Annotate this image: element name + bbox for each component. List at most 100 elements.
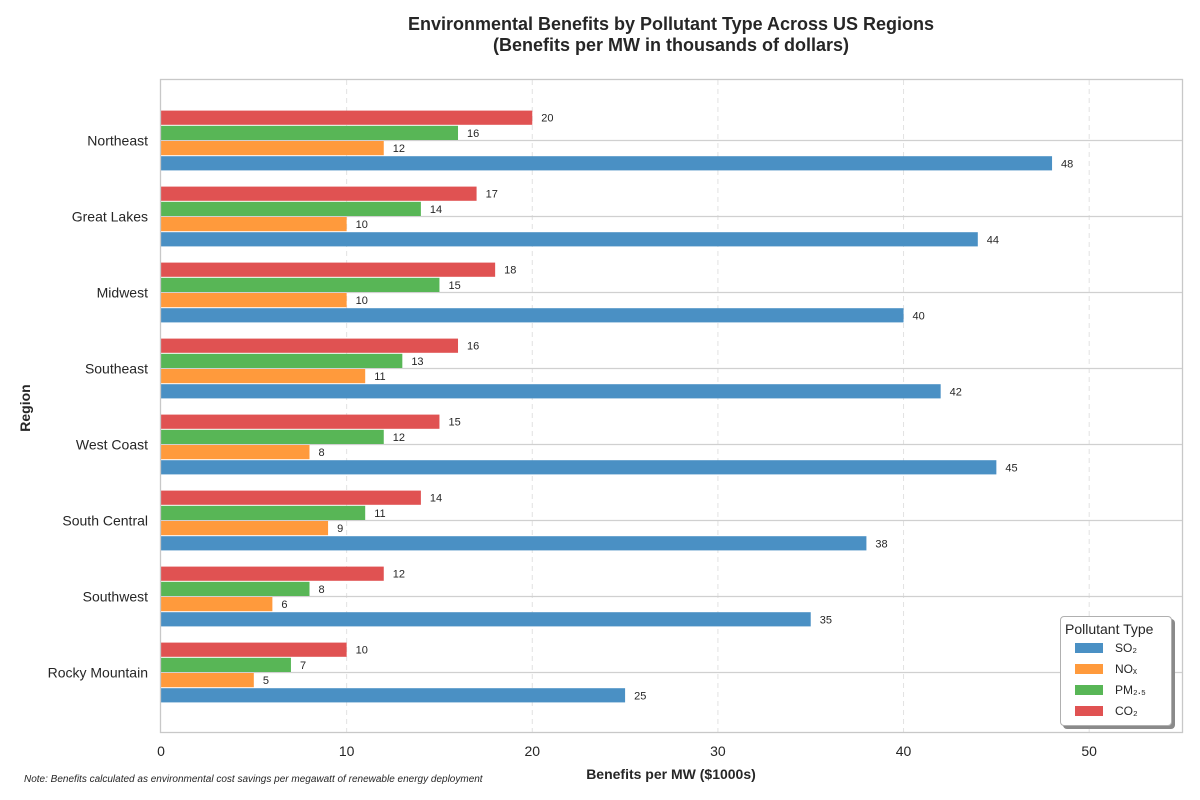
data-label: 44 bbox=[987, 234, 999, 246]
data-label: 18 bbox=[504, 265, 516, 277]
legend-label: NOₓ bbox=[1115, 661, 1137, 676]
bar bbox=[161, 338, 459, 353]
legend-swatch bbox=[1075, 663, 1103, 674]
category-separators bbox=[161, 139, 1182, 674]
bar bbox=[161, 186, 477, 201]
legend-label: PM₂.₅ bbox=[1115, 682, 1146, 697]
grid-lines bbox=[346, 80, 1090, 732]
bar bbox=[161, 308, 904, 323]
y-tick-label: Midwest bbox=[97, 285, 148, 301]
bar bbox=[161, 353, 403, 368]
bar bbox=[161, 490, 421, 505]
data-label: 15 bbox=[448, 280, 460, 292]
legend-items: SO₂ NOₓ PM₂.₅ CO₂ bbox=[1061, 637, 1171, 721]
data-label: 35 bbox=[820, 614, 832, 626]
x-tick-label: 20 bbox=[524, 743, 540, 759]
x-tick-label: 40 bbox=[896, 743, 912, 759]
legend-label: CO₂ bbox=[1115, 703, 1138, 718]
bar bbox=[161, 201, 421, 216]
bar bbox=[161, 581, 310, 596]
data-label: 40 bbox=[913, 310, 925, 322]
bar bbox=[161, 460, 997, 475]
data-labels: 48 12 16 20 44 10 14 17 40 10 15 18 42 11 13 16 45 8 12 15 3… bbox=[263, 113, 1073, 703]
bar bbox=[161, 521, 329, 536]
bar bbox=[161, 505, 366, 520]
bar bbox=[161, 414, 440, 429]
bar bbox=[161, 293, 347, 308]
bar bbox=[161, 141, 384, 156]
y-tick-label: Great Lakes bbox=[72, 209, 148, 225]
legend-swatch bbox=[1075, 684, 1103, 695]
bar bbox=[161, 277, 440, 292]
bar bbox=[161, 384, 941, 399]
chart-subtitle: (Benefits per MW in thousands of dollars… bbox=[492, 35, 849, 55]
bar bbox=[161, 597, 273, 612]
x-tick-label: 0 bbox=[157, 743, 165, 759]
y-tick-label: South Central bbox=[62, 513, 148, 529]
y-tick-label: West Coast bbox=[76, 437, 148, 453]
bar bbox=[161, 657, 291, 672]
legend-swatch bbox=[1075, 642, 1103, 653]
legend: Pollutant Type SO₂ NOₓ PM₂.₅ CO₂ bbox=[1060, 616, 1172, 726]
legend-label: SO₂ bbox=[1115, 640, 1137, 655]
data-label: 20 bbox=[541, 113, 553, 125]
data-label: 16 bbox=[467, 128, 479, 140]
data-label: 5 bbox=[263, 675, 269, 687]
legend-title: Pollutant Type bbox=[1065, 621, 1154, 637]
y-tick-label: Southwest bbox=[83, 589, 148, 605]
data-label: 25 bbox=[634, 690, 646, 702]
bar bbox=[161, 445, 310, 460]
chart-title-main: Environmental Benefits by Pollutant Type… bbox=[407, 14, 935, 34]
x-tick-label: 50 bbox=[1081, 743, 1097, 759]
data-label: 15 bbox=[448, 417, 460, 429]
data-label: 12 bbox=[393, 432, 405, 444]
y-tick-label: Southeast bbox=[85, 361, 148, 377]
data-label: 10 bbox=[356, 645, 368, 657]
data-label: 8 bbox=[319, 447, 325, 459]
y-tick-label: Rocky Mountain bbox=[48, 665, 148, 681]
legend-item: SO₂ bbox=[1075, 637, 1171, 658]
data-label: 14 bbox=[430, 204, 442, 216]
legend-item: PM₂.₅ bbox=[1075, 679, 1171, 700]
bar bbox=[161, 217, 347, 232]
chart-title: Environmental Benefits by Pollutant Type… bbox=[160, 14, 1182, 56]
bar bbox=[161, 429, 384, 444]
data-label: 48 bbox=[1061, 158, 1073, 170]
data-label: 45 bbox=[1005, 462, 1017, 474]
bar bbox=[161, 262, 496, 277]
y-axis-title: Region bbox=[17, 384, 33, 431]
data-label: 12 bbox=[393, 569, 405, 581]
data-label: 38 bbox=[875, 538, 887, 550]
bar bbox=[161, 110, 533, 125]
bar bbox=[161, 673, 254, 688]
data-label: 11 bbox=[374, 508, 385, 520]
legend-item: NOₓ bbox=[1075, 658, 1171, 679]
data-label: 11 bbox=[374, 371, 385, 383]
data-label: 6 bbox=[281, 599, 287, 611]
legend-item: CO₂ bbox=[1075, 700, 1171, 721]
data-label: 16 bbox=[467, 341, 479, 353]
bar bbox=[161, 688, 626, 703]
data-label: 10 bbox=[356, 219, 368, 231]
y-tick-label: Northeast bbox=[87, 133, 148, 149]
x-axis-title: Benefits per MW ($1000s) bbox=[586, 766, 756, 782]
bar bbox=[161, 125, 459, 140]
bar bbox=[161, 566, 384, 581]
x-tick-label: 30 bbox=[710, 743, 726, 759]
bar bbox=[161, 156, 1053, 171]
data-label: 14 bbox=[430, 493, 442, 505]
y-tick-labels: Northeast Great Lakes Midwest Southeast West… bbox=[48, 133, 148, 681]
data-label: 8 bbox=[319, 584, 325, 596]
data-label: 12 bbox=[393, 143, 405, 155]
data-label: 7 bbox=[300, 660, 306, 672]
x-tick-label: 10 bbox=[339, 743, 355, 759]
data-label: 13 bbox=[411, 356, 423, 368]
bar bbox=[161, 369, 366, 384]
bar bbox=[161, 642, 347, 657]
data-label: 9 bbox=[337, 523, 343, 535]
data-label: 10 bbox=[356, 295, 368, 307]
bar bbox=[161, 612, 811, 627]
plot-frame bbox=[159, 78, 1184, 734]
data-label: 17 bbox=[486, 189, 498, 201]
